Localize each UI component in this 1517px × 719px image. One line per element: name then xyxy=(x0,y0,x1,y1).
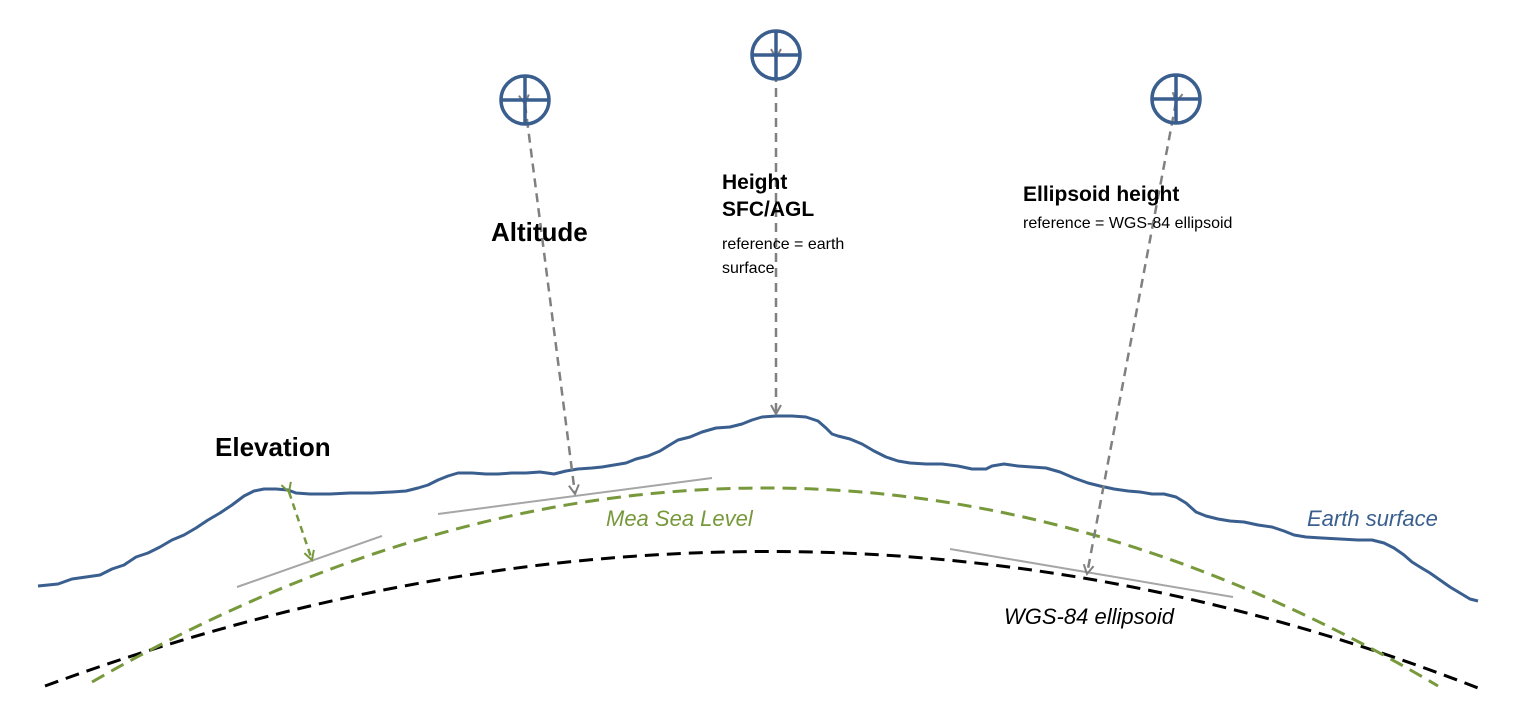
height-reference-line2: surface xyxy=(722,260,775,277)
wgs84-ellipsoid-label: WGS-84 ellipsoid xyxy=(1004,604,1174,629)
ellipsoid-height-reference: reference = WGS-84 ellipsoid xyxy=(1023,215,1233,232)
earth-surface-label: Earth surface xyxy=(1307,506,1438,531)
msl-label: Mea Sea Level xyxy=(606,506,753,531)
ellipsoid-height-arrow xyxy=(1087,102,1176,574)
altitude-label: Altitude xyxy=(491,217,588,247)
tangent-line-ellipsoid xyxy=(949,548,1234,598)
aircraft-position-icon xyxy=(750,29,802,81)
earth-surface-line xyxy=(37,414,1479,603)
height-reference-line1: reference = earth xyxy=(722,236,845,253)
aircraft-position-icon xyxy=(499,74,551,126)
altitude-arrow xyxy=(525,104,575,494)
aircraft-position-icon xyxy=(1150,73,1202,125)
wgs84-ellipsoid-curve xyxy=(44,550,1479,690)
elevation-label: Elevation xyxy=(215,432,331,462)
ellipsoid-height-title: Ellipsoid height xyxy=(1023,183,1180,206)
mean-sea-level-curve xyxy=(91,486,1439,688)
height-title-line2: SFC/AGL xyxy=(722,198,815,221)
tangent-line-elevation xyxy=(236,535,383,588)
elevation-arrow xyxy=(289,492,312,560)
height-title-line1: Height xyxy=(722,171,788,194)
